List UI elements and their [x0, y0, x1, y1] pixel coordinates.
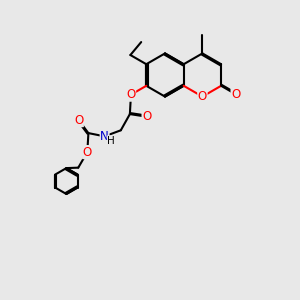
Text: O: O [142, 110, 151, 123]
Text: H: H [107, 136, 115, 146]
Text: O: O [126, 88, 136, 101]
Text: O: O [83, 146, 92, 159]
Text: N: N [100, 130, 109, 143]
Text: O: O [74, 114, 83, 127]
Text: O: O [231, 88, 240, 101]
Text: O: O [198, 90, 207, 103]
